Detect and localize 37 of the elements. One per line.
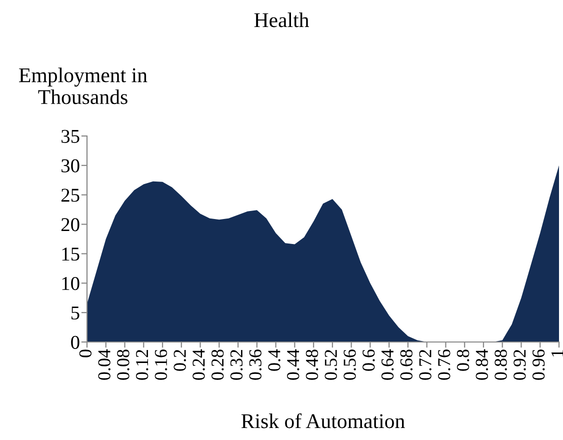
- x-tick-label: 0.44: [287, 349, 300, 380]
- x-tick-label: 0.6: [362, 349, 375, 371]
- x-tick-label: 0.76: [438, 349, 450, 380]
- x-tick-label: 0.8: [456, 350, 470, 371]
- x-tick-label: 0.2: [174, 350, 186, 371]
- y-tick-label: 15: [62, 248, 80, 261]
- x-tick-label: 0.08: [117, 350, 130, 380]
- x-tick-label: 0.4: [268, 349, 280, 371]
- x-tick-label: 0.56: [344, 349, 356, 380]
- x-tick-label: 0.64: [381, 349, 394, 380]
- x-tick-label: 0.68: [400, 350, 413, 380]
- x-tick-label: 0.96: [532, 349, 545, 380]
- x-tick-label: 0.32: [230, 350, 243, 380]
- y-tick-label: 25: [61, 188, 80, 202]
- x-tick-label: 0.12: [136, 350, 148, 380]
- y-tick-label: 5: [71, 306, 80, 320]
- y-tick-label: 30: [62, 159, 80, 172]
- y-tick-label: 0: [71, 336, 80, 349]
- y-tick-label: 10: [62, 276, 80, 290]
- x-tick-label: 0.52: [324, 350, 338, 380]
- x-tick-label: 0.16: [154, 349, 168, 380]
- x-tick-label: 0.92: [514, 350, 526, 380]
- x-tick-label: 0.28: [211, 350, 224, 380]
- x-axis-title: Risk of Automation: [241, 413, 405, 428]
- x-tick-label: 1: [551, 350, 563, 356]
- y-tick-label: 20: [61, 218, 80, 232]
- x-tick-label: 0.36: [249, 349, 262, 380]
- y-tick-label: 35: [62, 130, 80, 143]
- y-axis-title: Employment in Thousands: [19, 68, 148, 104]
- x-tick-label: 0.84: [476, 349, 488, 380]
- x-tick-label: 0.48: [306, 350, 318, 380]
- x-tick-label: 0: [79, 350, 92, 358]
- x-tick-label: 0.04: [98, 349, 110, 380]
- x-tick-label: 0.72: [419, 350, 432, 380]
- chart-title: Health: [254, 12, 309, 28]
- x-tick-label: 0.88: [494, 350, 507, 380]
- x-tick-label: 0.24: [192, 349, 205, 380]
